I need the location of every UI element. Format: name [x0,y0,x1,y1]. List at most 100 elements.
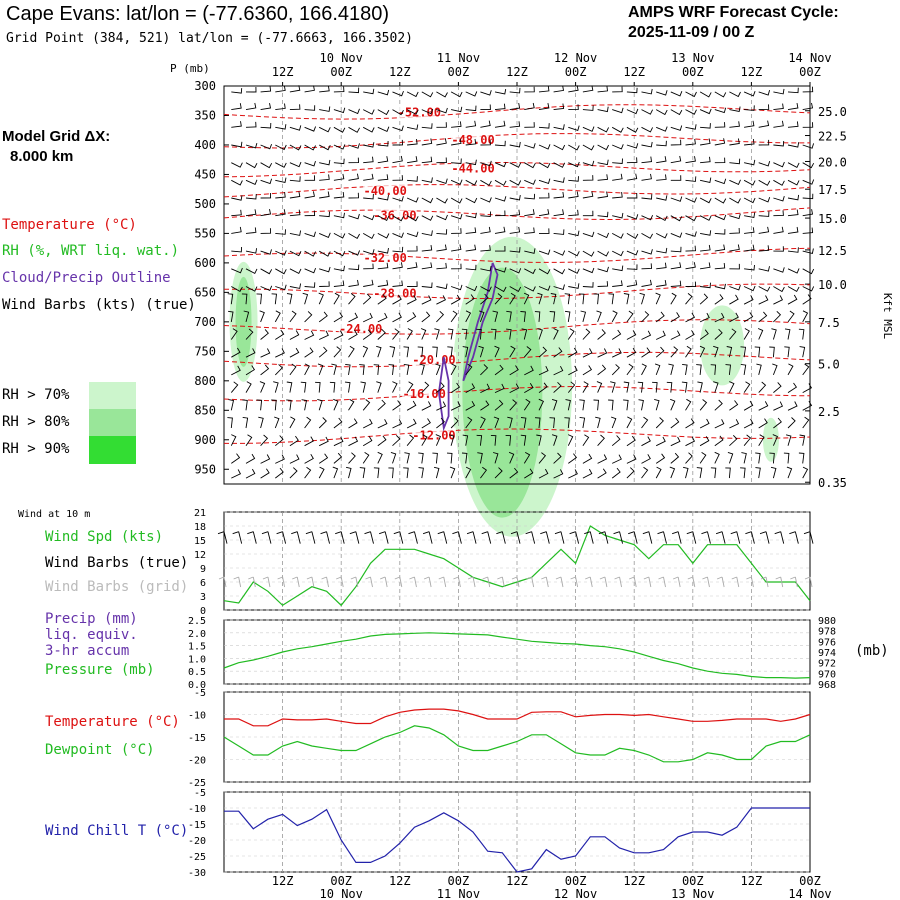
cs-wind-barb-27 [245,162,258,169]
cs-wind-barb-660 [641,363,647,376]
cs-wind-barb-316 [421,381,430,393]
cs-wind-barb-916 [802,416,810,429]
cs-wind-barb-819 [743,328,750,340]
panel-2-ytick-0: 0.0 [188,680,206,691]
cs-wind-barb-471 [524,286,536,292]
cs-wind-barb-855 [773,161,785,168]
cs-wind-barb-429 [494,345,500,358]
cs-wind-barb-327 [436,178,448,184]
cs-wind-barb-835 [758,211,770,217]
cs-wind-barb-885 [787,286,800,293]
pressure-unit: (mb) [855,643,889,659]
sfc-wind-barb-grid-6 [306,576,315,588]
cs-wind-barb-187 [348,143,360,149]
cs-wind-barb-456 [507,416,513,429]
cs-wind-barb-834 [758,197,771,203]
cs-wind-barb-172 [333,280,345,287]
cs-wind-barb-179 [333,398,339,411]
cs-wind-barb-575 [597,85,609,93]
cs-wind-barb-608 [612,265,624,272]
cs-wind-barb-899 [802,122,814,128]
cs-wind-barb-615 [610,381,616,393]
cs-wind-barb-191 [348,213,360,220]
cs-wind-barb-417 [494,140,506,147]
cs-wind-barb-287 [407,281,418,287]
cs-wind-barb-413 [480,466,488,479]
cs-wind-barb-329 [436,214,448,221]
cs-wind-barb-51 [260,178,273,185]
cs-wind-barb-166 [333,173,345,181]
sfc-wind-barb-true-7 [320,531,330,544]
sfc-wind-barb-true-21 [525,531,536,544]
cs-wind-barb-897 [802,86,814,93]
cs-wind-barb-428 [490,328,497,340]
cs-wind-barb-523 [553,381,562,393]
cs-wind-barb-671 [656,156,667,164]
cs-wind-barb-84 [275,348,285,358]
cs-wind-barb-760 [714,107,727,114]
cs-wind-barb-46 [260,86,272,93]
sfc-wind-barb-true-19 [496,531,506,544]
cs-wind-barb-800 [729,400,739,411]
cs-wind-barb-524 [551,398,558,411]
cs-wind-barb-785 [729,138,740,146]
cs-wind-barb-896 [786,466,793,479]
cs-wind-barb-681 [656,330,666,340]
cs-wind-barb-94 [289,125,302,131]
cs-wind-barb-272 [392,419,403,429]
sfc-wind-barb-grid-33 [702,576,710,588]
cs-wind-barb-244 [377,328,386,340]
cs-wind-barb-741 [700,177,712,184]
cs-wind-barb-76 [275,209,286,217]
cs-wind-barb-792 [729,263,740,270]
bottom-hour-label-5: 00Z [565,874,587,888]
cs-wind-barb-247 [376,381,382,393]
cs-wind-barb-98 [289,191,301,199]
cs-wind-barb-347 [451,121,462,128]
cs-wind-barb-492 [538,249,551,255]
cs-wind-barb-358 [450,310,458,323]
sfc-wind-barb-grid-19 [497,576,505,588]
cs-wind-barb-389 [461,452,468,464]
cs-wind-barb-798 [725,364,731,375]
sfc-wind-barb-grid-10 [365,576,373,588]
cs-wind-barb-14 [230,328,238,340]
cs-pressure-tick-700: 700 [194,315,216,329]
cs-wind-barb-279 [407,139,418,146]
cs-wind-barb-214 [363,214,375,221]
cs-wind-barb-92 [289,85,301,93]
cs-wind-barb-483 [538,85,550,93]
cs-wind-barb-69 [275,85,286,93]
bottom-hour-label-3: 00Z [448,874,470,888]
cs-wind-barb-56 [260,268,273,275]
legend-cloud-outline: Cloud/Precip Outline [2,270,171,286]
cs-wind-barb-531 [568,125,580,131]
cs-wind-barb-26 [245,142,258,149]
cs-height-tick-7: 7.5 [818,316,840,330]
cs-wind-barb-139 [319,106,331,112]
isotherm-label-bg-5 [363,250,408,265]
cs-wind-barb-25 [245,121,257,128]
cs-wind-barb-481 [523,452,531,464]
cs-wind-barb-414 [494,89,507,95]
cs-wind-barb-451 [506,328,512,340]
cs-wind-barb-871 [772,434,778,446]
cs-wind-barb-732 [685,418,695,429]
cs-wind-barb-750 [699,329,709,340]
cs-pressure-tick-850: 850 [194,403,216,417]
cs-wind-barb-635 [626,330,637,340]
cs-wind-barb-854 [773,140,785,147]
cs-wind-barb-775 [710,364,717,375]
sfc-wind-barb-grid-18 [482,576,491,588]
cs-wind-barb-833 [758,179,771,186]
cs-wind-barb-853 [773,120,784,128]
cs-wind-barb-513 [553,209,565,217]
cs-height-tick-3: 17.5 [818,183,847,197]
cs-wind-barb-355 [451,263,462,270]
cs-wind-barb-49 [260,144,273,150]
cs-pressure-tick-750: 750 [194,344,216,358]
bottom-hour-label-0: 12Z [272,874,294,888]
cs-y-axis-label: P (mb) [170,62,210,75]
cs-wind-barb-120 [304,175,316,181]
cs-wind-barb-460 [524,86,535,93]
